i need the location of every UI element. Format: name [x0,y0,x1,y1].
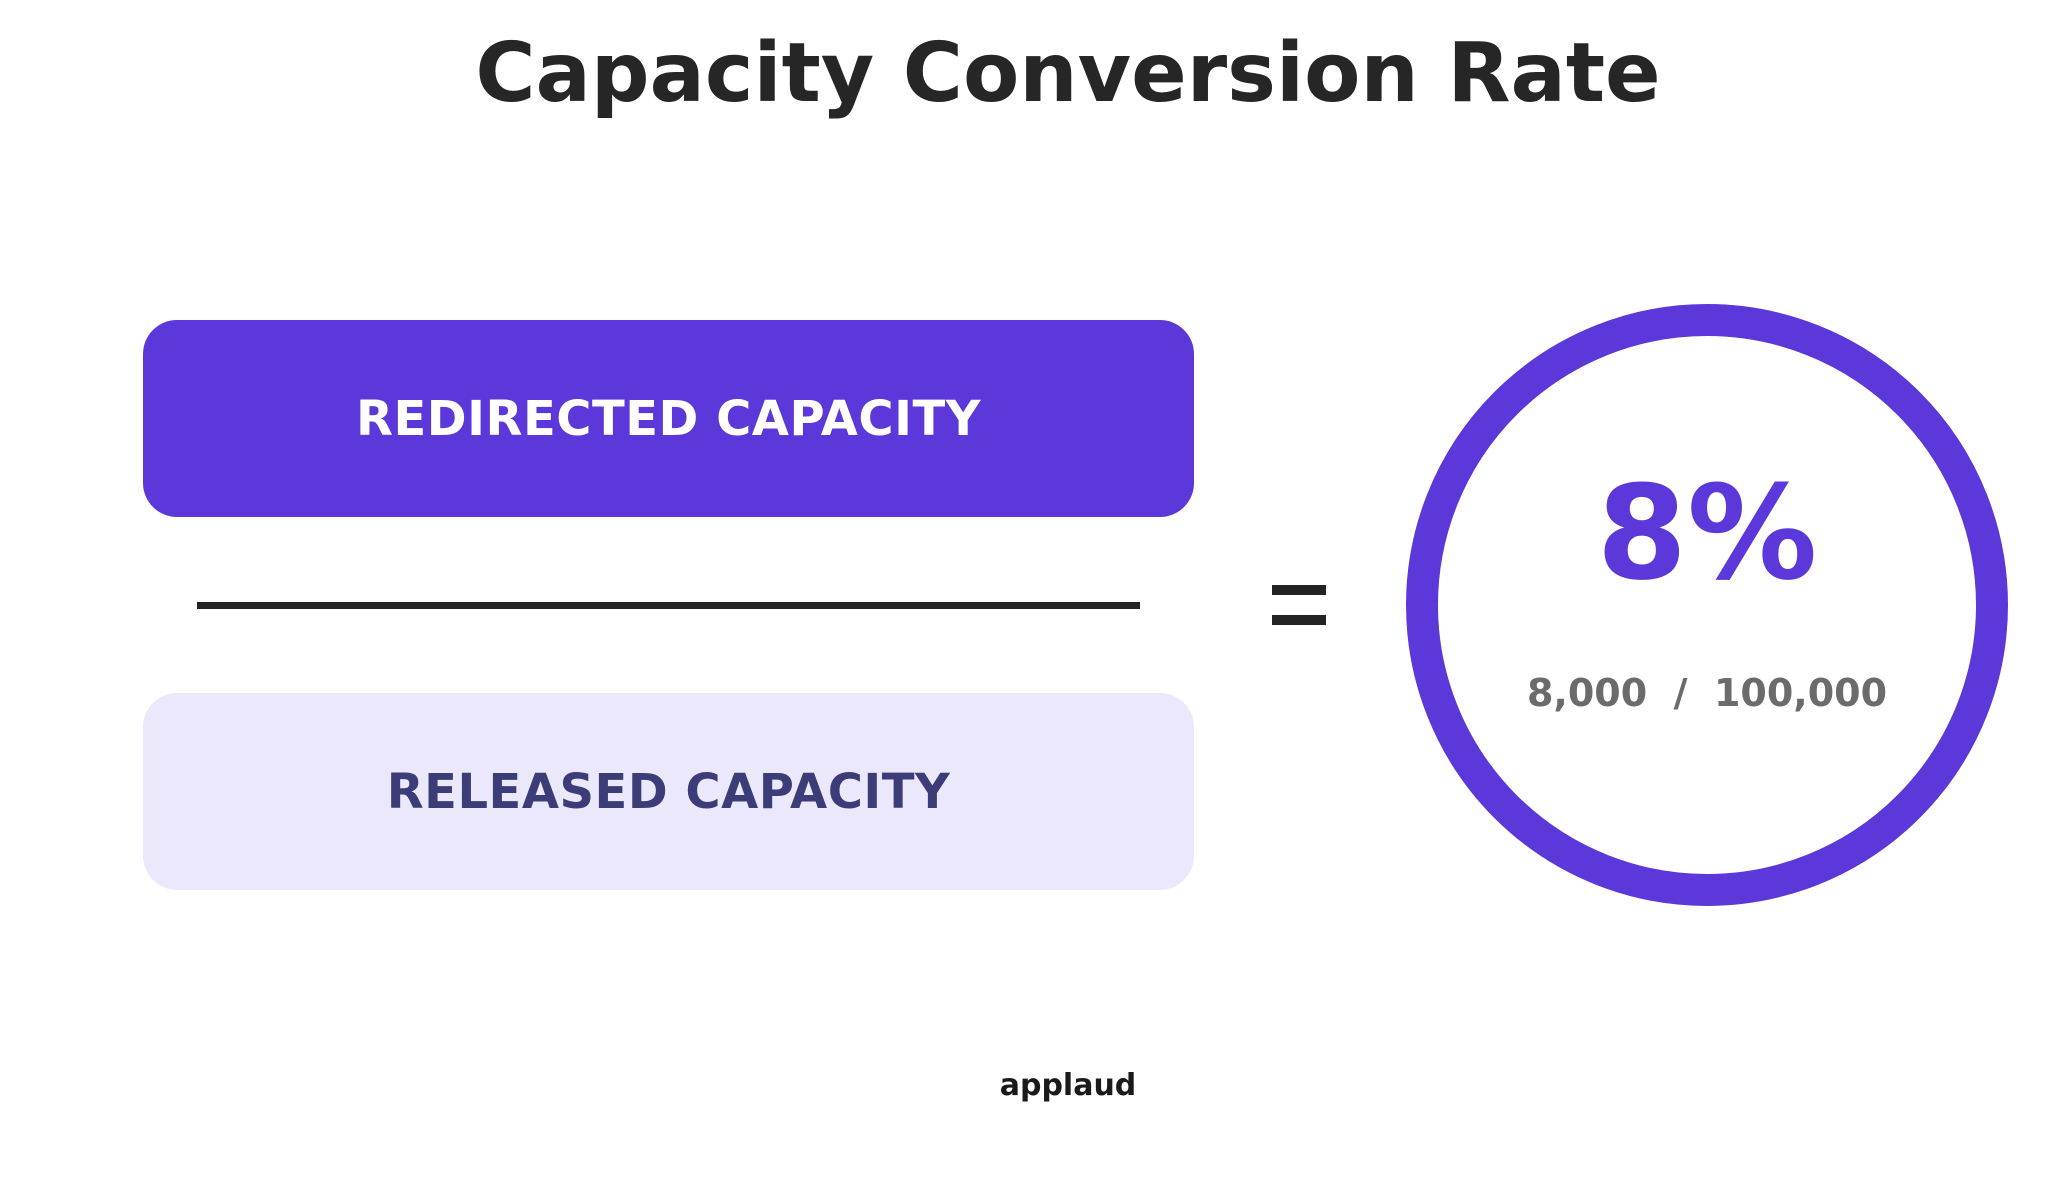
released-capacity-box: RELEASED CAPACITY [143,693,1194,890]
released-capacity-label: RELEASED CAPACITY [386,763,951,820]
page-title: Capacity Conversion Rate [475,26,1661,121]
redirected-capacity-label: REDIRECTED CAPACITY [356,390,981,447]
equals-bar-top [1272,585,1326,595]
fraction-bar [197,602,1140,609]
ratio-numerator: 8,000 [1526,671,1648,715]
ratio-text: 8,000 / 100,000 [1406,665,2008,721]
applaud-logo: applaud [999,1068,1137,1103]
redirected-capacity-box: REDIRECTED CAPACITY [143,320,1194,517]
equals-bar-bottom [1272,615,1326,625]
conversion-rate-value: 8% [1596,457,1818,609]
ratio-separator: / [1673,671,1688,715]
ratio-denominator: 100,000 [1713,671,1888,715]
equals-sign [1272,585,1326,625]
